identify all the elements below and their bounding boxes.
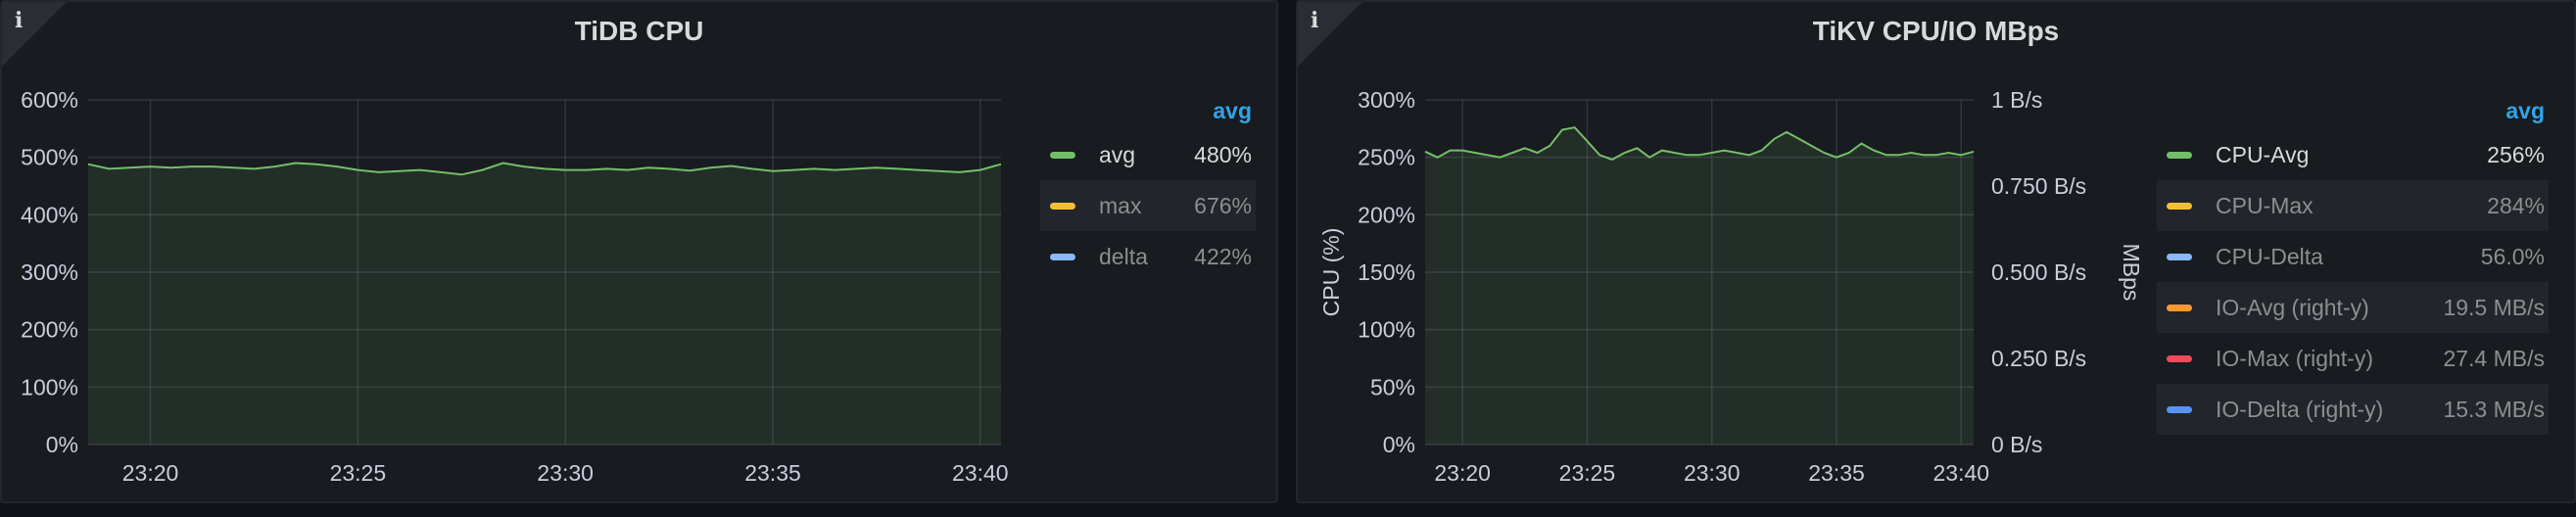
x-tick-label: 23:35 <box>1808 460 1865 486</box>
legend-item-io-max[interactable]: IO-Max (right-y) 27.4 MB/s <box>2157 333 2549 384</box>
chart-legend: avg avg 480% max 676% delta 422% <box>1040 92 1256 282</box>
legend-label: max <box>1099 192 1142 218</box>
series-swatch <box>2167 202 2192 210</box>
y-right-tick-label: 1 B/s <box>1991 87 2042 113</box>
tidb-cpu-panel: i TiDB CPU 0% 100% 200% 300% 400% 500% 600% 23:… <box>0 0 1278 503</box>
series-line-cpu-avg <box>1424 126 1975 162</box>
legend-value: 56.0% <box>2480 243 2545 269</box>
legend-label: avg <box>1099 141 1136 167</box>
y-tick-label: 600% <box>21 87 78 113</box>
tidb-cpu-chart[interactable]: 0% 100% 200% 300% 400% 500% 600% 23:20 23:25 23:3… <box>2 2 1040 503</box>
legend-value: 256% <box>2487 141 2545 167</box>
y-tick-label: 150% <box>1358 259 1415 285</box>
legend-label: CPU-Delta <box>2216 243 2323 269</box>
legend-item-io-avg[interactable]: IO-Avg (right-y) 19.5 MB/s <box>2157 282 2549 333</box>
legend-value: 15.3 MB/s <box>2443 396 2545 422</box>
y-tick-label: 500% <box>21 145 78 170</box>
tikv-cpu-io-panel: i TiKV CPU/IO MBps 0% 50% 100% 150% 200% 250%… <box>1296 0 2576 503</box>
x-tick-label: 23:30 <box>1684 460 1741 486</box>
y-tick-label: 300% <box>1358 87 1415 113</box>
legend-label: CPU-Avg <box>2216 141 2310 167</box>
series-swatch <box>2167 304 2192 311</box>
panel-info-corner[interactable] <box>2 2 67 67</box>
x-tick-label: 23:25 <box>1559 460 1616 486</box>
legend-value: 284% <box>2487 192 2545 218</box>
legend-label: delta <box>1099 243 1148 269</box>
x-tick-label: 23:25 <box>330 460 387 486</box>
legend-item-cpu-avg[interactable]: CPU-Avg 256% <box>2157 129 2549 180</box>
info-icon[interactable]: i <box>1311 8 1319 33</box>
series-swatch <box>2167 253 2192 260</box>
tikv-cpu-io-chart[interactable]: 0% 50% 100% 150% 200% 250% 300% 23:20 23:25 23:30… <box>1298 2 2160 503</box>
y-tick-label: 300% <box>21 259 78 285</box>
legend-label: CPU-Max <box>2216 192 2314 218</box>
x-tick-label: 23:40 <box>1932 460 1989 486</box>
series-swatch <box>2167 405 2192 413</box>
legend-label: IO-Delta (right-y) <box>2216 396 2384 422</box>
legend-item-avg[interactable]: avg 480% <box>1040 129 1256 180</box>
legend-header-avg[interactable]: avg <box>1213 98 1252 123</box>
y-tick-label: 200% <box>1358 202 1415 227</box>
series-line-avg <box>87 162 1002 176</box>
legend-label: IO-Max (right-y) <box>2216 345 2373 371</box>
y-tick-label: 400% <box>21 202 78 227</box>
chart-legend: avg CPU-Avg 256% CPU-Max 284% CPU-Delta … <box>2157 92 2549 435</box>
y-tick-label: 100% <box>1358 317 1415 343</box>
legend-item-cpu-max[interactable]: CPU-Max 284% <box>2157 180 2549 231</box>
y-right-tick-label: 0.750 B/s <box>1991 173 2086 199</box>
x-tick-label: 23:30 <box>537 460 594 486</box>
series-swatch <box>2167 354 2192 362</box>
series-swatch-avg <box>1050 151 1075 159</box>
y-right-axis-label: MBps <box>2119 244 2144 302</box>
x-tick-label: 23:40 <box>952 460 1009 486</box>
legend-value: 676% <box>1194 192 1252 218</box>
y-tick-label: 100% <box>21 374 78 400</box>
panel-title: TiKV CPU/IO MBps <box>1812 16 2060 46</box>
legend-value: 27.4 MB/s <box>2443 345 2545 371</box>
series-area-cpu-avg <box>1425 127 1974 445</box>
y-tick-label: 50% <box>1370 374 1415 400</box>
legend-value: 19.5 MB/s <box>2443 294 2545 320</box>
y-right-tick-label: 0 B/s <box>1991 432 2042 457</box>
series-swatch-delta <box>1050 253 1075 260</box>
legend-value: 422% <box>1194 243 1252 269</box>
y-tick-label: 0% <box>46 432 78 457</box>
x-tick-label: 23:35 <box>744 460 801 486</box>
y-right-tick-label: 0.500 B/s <box>1991 259 2086 285</box>
legend-item-io-delta[interactable]: IO-Delta (right-y) 15.3 MB/s <box>2157 384 2549 435</box>
y-axis-label: CPU (%) <box>1318 228 1344 317</box>
series-swatch <box>2167 151 2192 159</box>
legend-label: IO-Avg (right-y) <box>2216 294 2369 320</box>
legend-item-delta[interactable]: delta 422% <box>1040 231 1256 282</box>
info-icon[interactable]: i <box>15 8 24 33</box>
series-swatch-max <box>1050 202 1075 210</box>
legend-header-avg[interactable]: avg <box>2505 98 2545 123</box>
panel-title: TiDB CPU <box>574 16 704 46</box>
y-right-tick-label: 0.250 B/s <box>1991 346 2086 371</box>
y-tick-label: 200% <box>21 317 78 343</box>
legend-item-max[interactable]: max 676% <box>1040 180 1256 231</box>
y-tick-label: 0% <box>1383 432 1415 457</box>
y-tick-label: 250% <box>1358 145 1415 170</box>
series-area-avg <box>88 163 1001 445</box>
panel-info-corner[interactable] <box>1298 2 1362 67</box>
legend-item-cpu-delta[interactable]: CPU-Delta 56.0% <box>2157 231 2549 282</box>
legend-value: 480% <box>1194 141 1252 167</box>
x-tick-label: 23:20 <box>122 460 179 486</box>
x-tick-label: 23:20 <box>1434 460 1491 486</box>
